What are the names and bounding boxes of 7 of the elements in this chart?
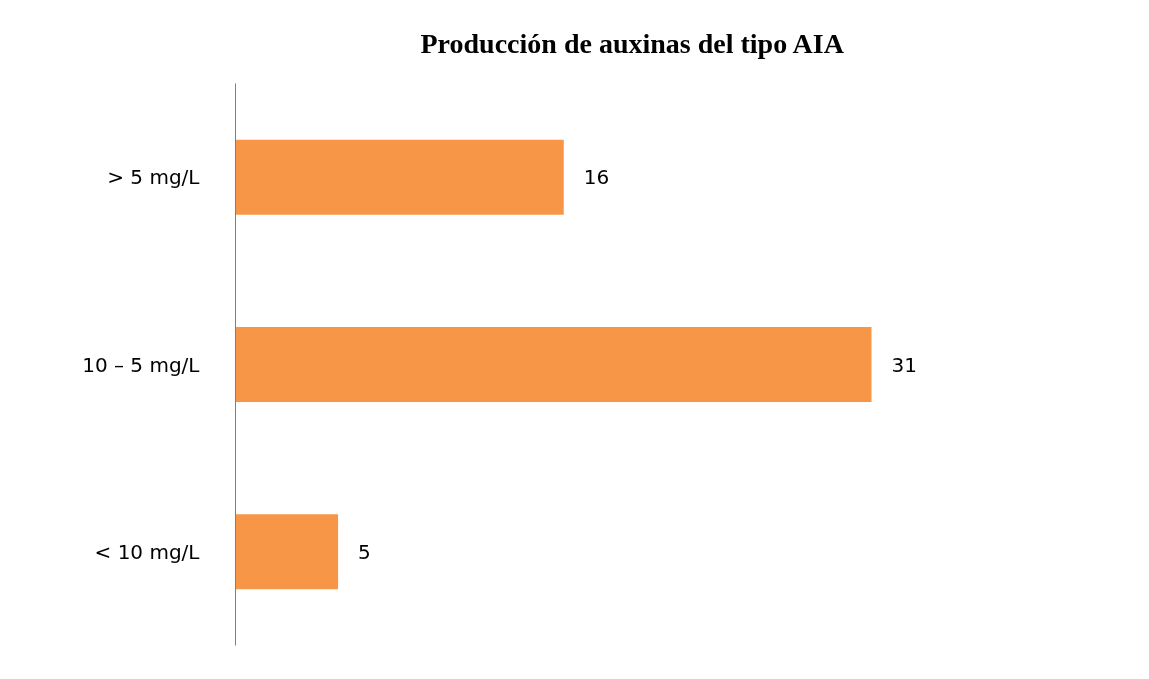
chart-title: Producción de auxinas del tipo AIA: [420, 27, 845, 59]
data-label: 5: [358, 539, 371, 564]
data-label: 16: [583, 165, 610, 190]
y-tick-label: 10 – 5 mg/L: [82, 352, 201, 377]
y-tick-label: > 5 mg/L: [107, 165, 201, 190]
y-tick-label: < 10 mg/L: [94, 539, 201, 564]
data-label: 31: [891, 352, 917, 377]
